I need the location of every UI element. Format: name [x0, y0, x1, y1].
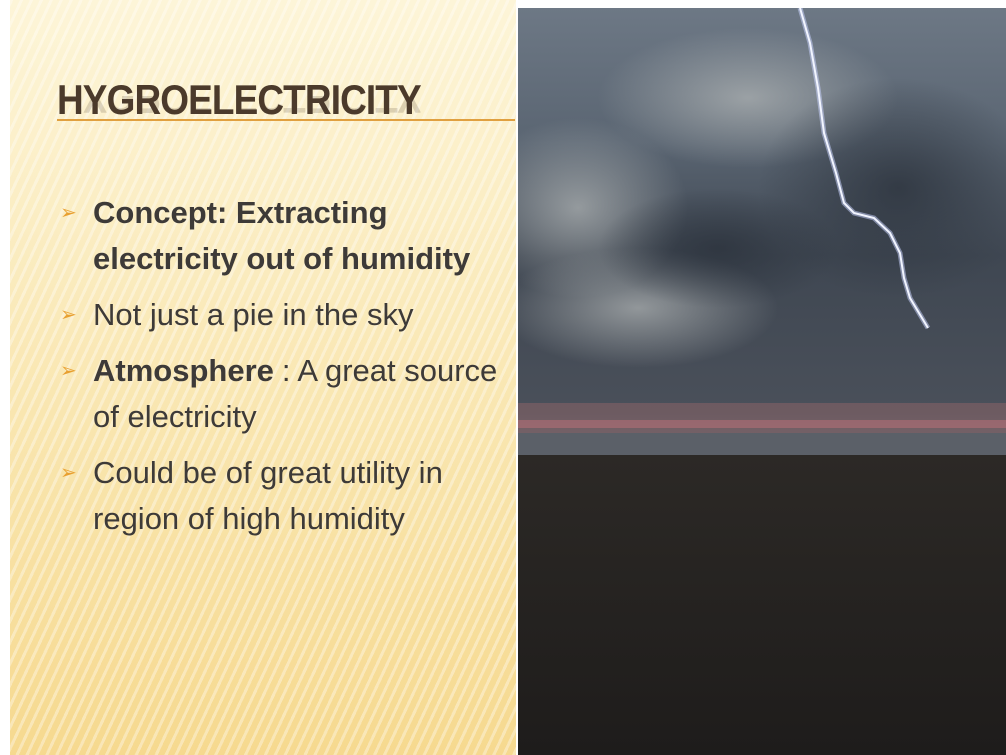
title-rule [57, 119, 515, 121]
bullet-item: Atmosphere: A great source of electricit… [60, 348, 500, 440]
bullet-item: Could be of great utility in region of h… [60, 450, 500, 542]
bullet-bold-text: Atmosphere [93, 353, 274, 388]
bullet-item: Not just a pie in the sky [60, 292, 500, 338]
bullet-item: Concept: Extracting electricity out of h… [60, 190, 500, 282]
page: HYGROELECTRICITY HYGROELECTRICITY Concep… [0, 0, 1006, 755]
bullet-text: Not just a pie in the sky [93, 297, 414, 332]
slide: HYGROELECTRICITY HYGROELECTRICITY Concep… [0, 0, 1006, 755]
storm-photo [518, 8, 1006, 755]
bullet-bold-text: Concept: Extracting electricity out of h… [93, 195, 470, 276]
bullet-list: Concept: Extracting electricity out of h… [60, 190, 500, 552]
bullet-text: Could be of great utility in region of h… [93, 455, 443, 536]
